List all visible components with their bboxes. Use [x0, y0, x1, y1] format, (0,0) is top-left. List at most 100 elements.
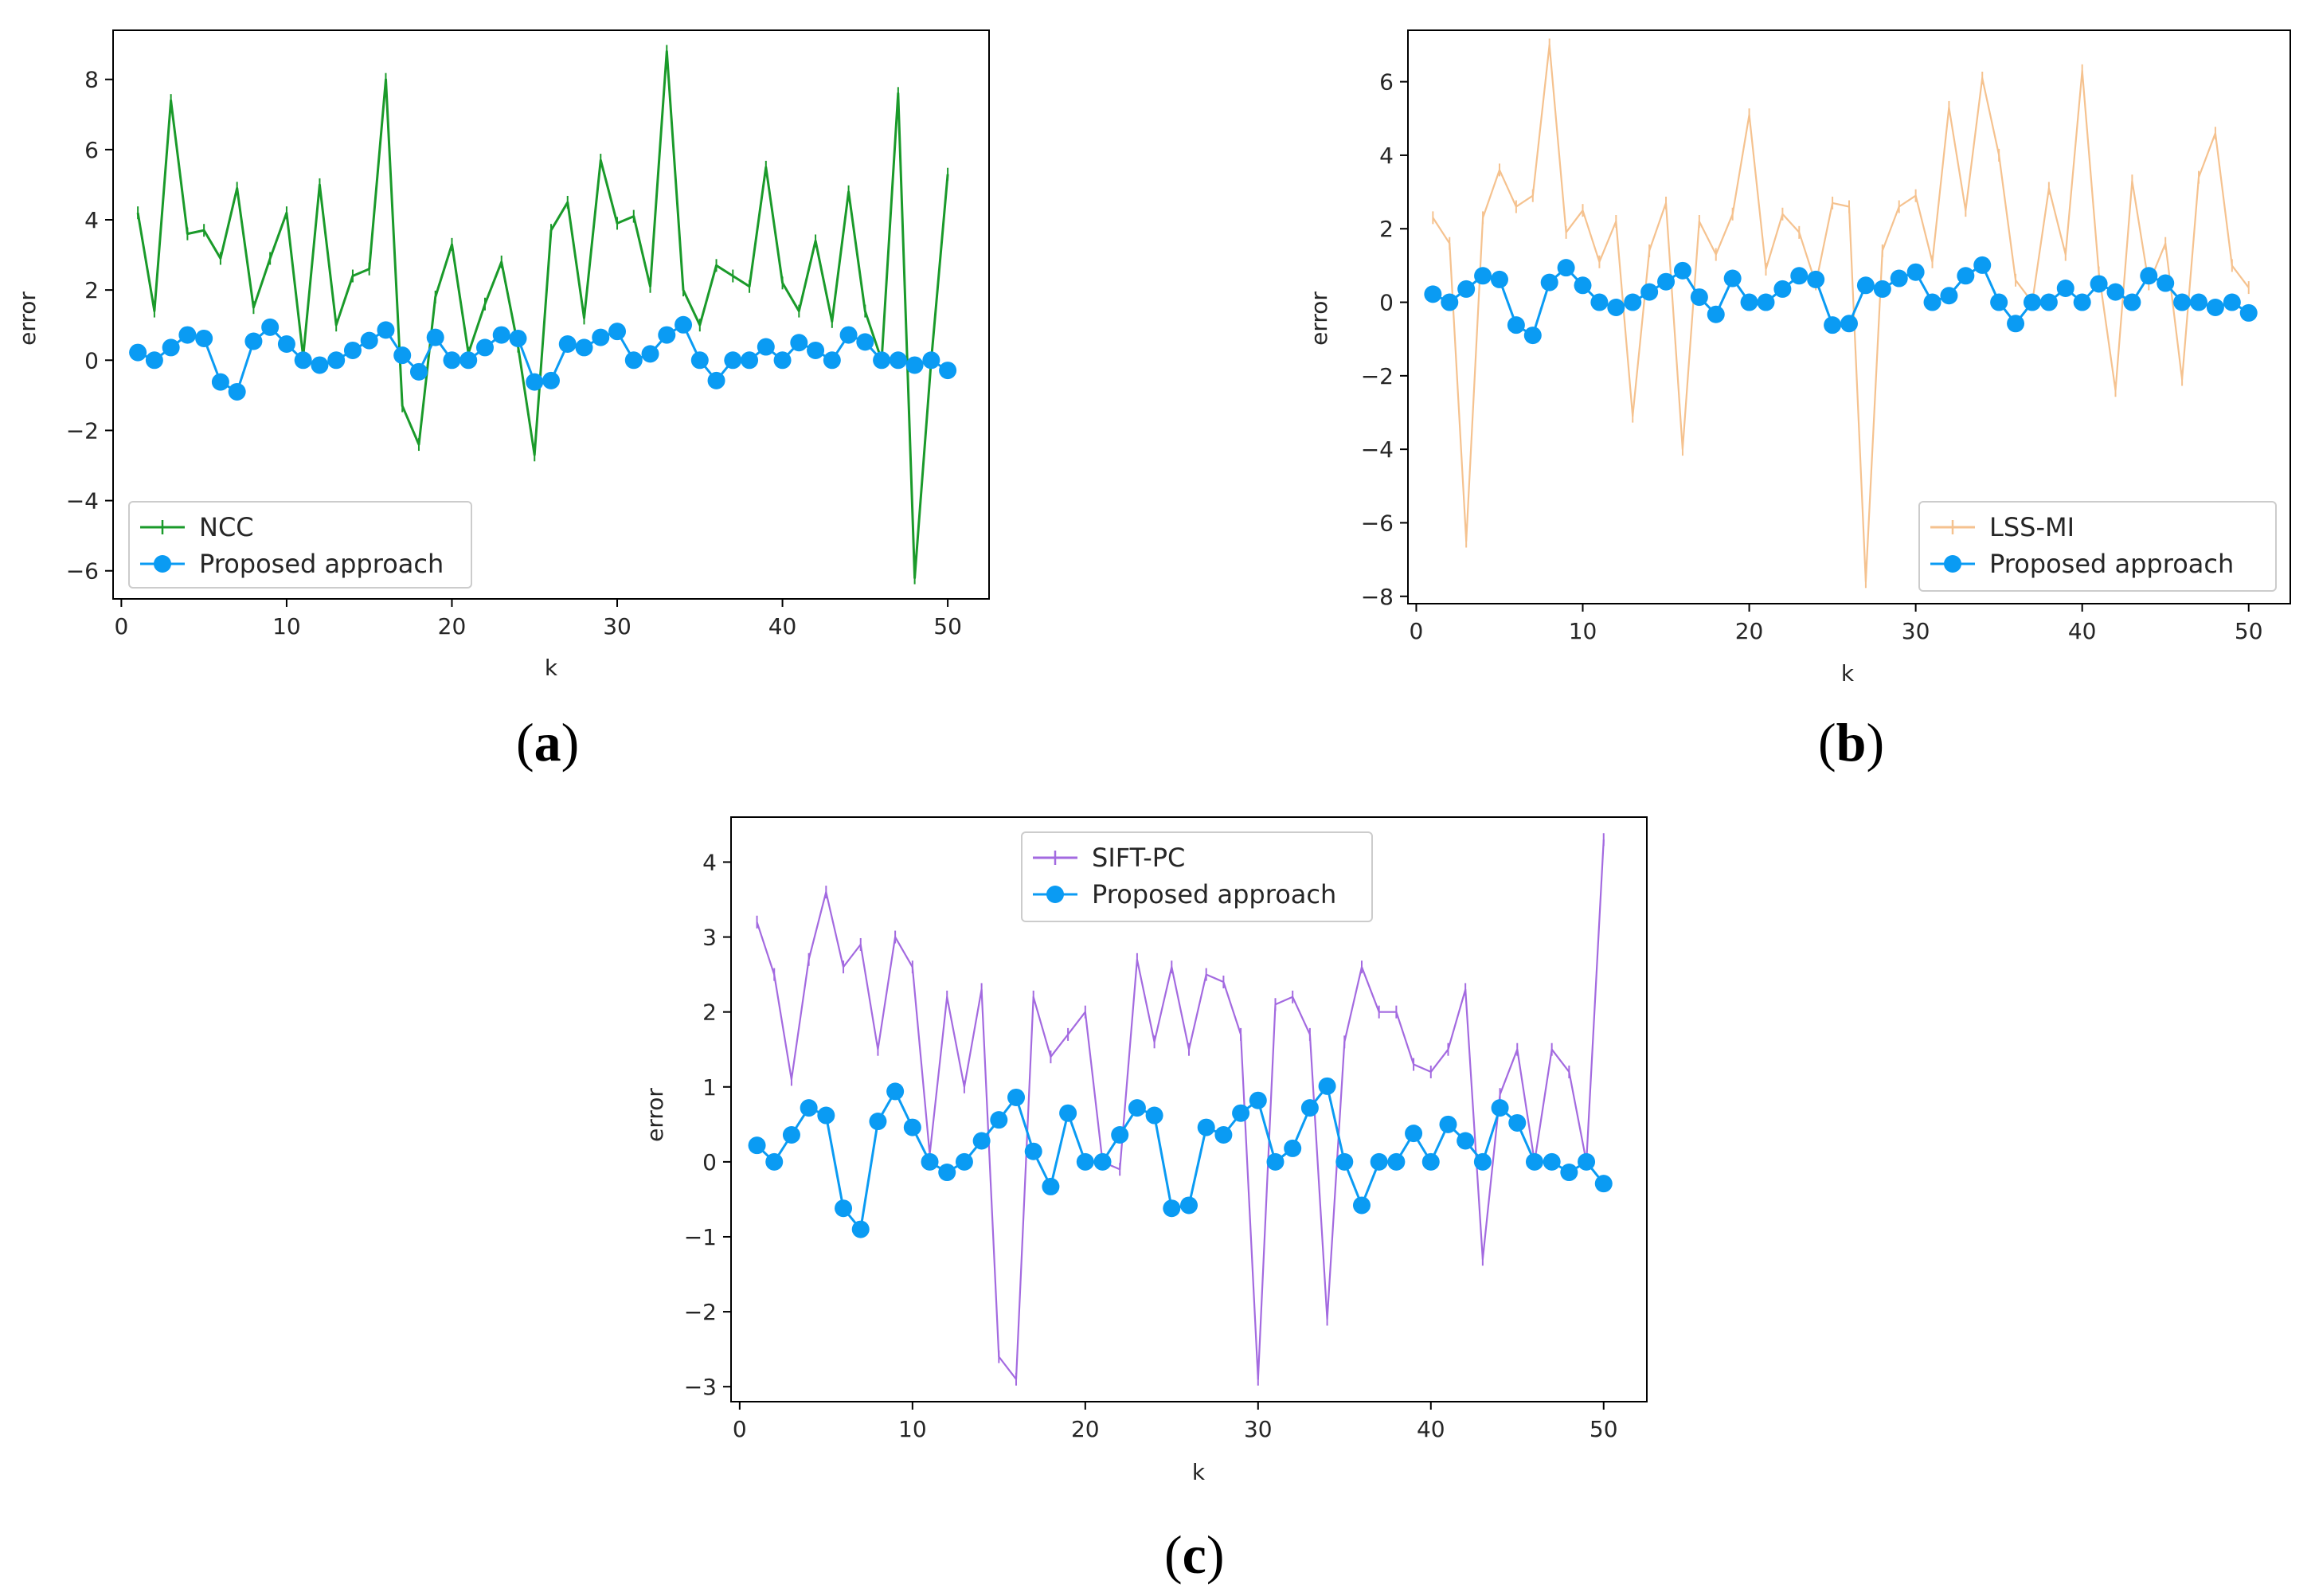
panel-label: (b) [1818, 712, 1884, 773]
data-point [1145, 1106, 1163, 1125]
panel-label-letter: c [1183, 1524, 1206, 1585]
data-point [1300, 1099, 1319, 1117]
y-tick-label: 0 [84, 347, 99, 374]
data-point [409, 362, 428, 381]
data-point [1690, 288, 1708, 307]
data-point [757, 338, 775, 356]
data-point [1387, 1152, 1406, 1171]
data-point [575, 338, 593, 357]
data-point [955, 1152, 973, 1171]
data-point [886, 1082, 905, 1101]
data-point [228, 382, 246, 401]
data-point [475, 338, 494, 357]
x-tick-label: 0 [114, 613, 128, 640]
data-point [1441, 293, 1459, 311]
panel-label: (a) [516, 712, 579, 773]
data-point [938, 1164, 956, 1182]
y-tick-label: −2 [684, 1299, 717, 1325]
data-point [817, 1106, 835, 1125]
data-point [1560, 1164, 1578, 1182]
data-point [1890, 269, 1908, 288]
data-point [1370, 1152, 1388, 1171]
x-tick-label: 50 [2235, 618, 2263, 644]
legend-box [1021, 831, 1373, 922]
panel-label-letter: b [1836, 712, 1867, 773]
x-tick-label: 20 [438, 613, 467, 640]
data-point [1906, 263, 1925, 281]
data-point [972, 1132, 991, 1150]
data-point [2223, 293, 2241, 311]
data-point [922, 351, 940, 370]
data-point [1590, 293, 1609, 311]
chart-b: 0 10 20 30 40 50 −8 −6 −4 −2 0 2 4 6 k error LSS-MI Propo… [1306, 29, 2291, 687]
data-point [1657, 272, 1676, 291]
chart-c: 0 10 20 30 40 50 −3 −2 −1 0 1 2 3 4 k error SIFT-PC Propo… [642, 816, 1648, 1485]
data-point [2056, 280, 2074, 297]
data-point [1335, 1152, 1354, 1171]
x-tick-label: 50 [933, 613, 962, 640]
legend-box [128, 501, 472, 589]
data-point [889, 351, 907, 370]
legend-swatch-marker [154, 555, 171, 573]
data-point [1557, 259, 1575, 277]
data-point [2140, 267, 2158, 285]
data-point [608, 323, 627, 341]
y-tick-label: 6 [1379, 69, 1394, 96]
data-point [839, 326, 858, 344]
x-axis-label: k [545, 655, 558, 681]
y-tick-label: 3 [702, 925, 717, 951]
data-point [1757, 293, 1775, 311]
data-point [1807, 270, 1825, 288]
data-point [426, 328, 444, 346]
data-point [1507, 316, 1525, 334]
data-point [1439, 1115, 1457, 1133]
x-tick-label: 10 [1569, 618, 1597, 644]
legend-label: Proposed approach [199, 549, 444, 579]
x-tick-label: 30 [603, 613, 632, 640]
y-tick-label: −2 [1361, 363, 1394, 389]
data-point [2239, 303, 2258, 322]
data-point [624, 351, 643, 370]
data-point [773, 351, 792, 370]
data-point [443, 351, 461, 370]
y-tick-label: −4 [1361, 436, 1394, 463]
x-tick-label: 0 [1410, 618, 1424, 644]
data-point [178, 326, 197, 344]
data-point [211, 373, 229, 391]
data-point [741, 351, 759, 370]
data-point [765, 1152, 784, 1171]
data-point [851, 1220, 870, 1238]
data-point [1540, 273, 1558, 291]
data-point [1457, 280, 1476, 298]
y-tick-label: 4 [1379, 143, 1394, 169]
y-tick-label: 6 [84, 137, 99, 163]
panel-label-close: ) [1206, 1524, 1225, 1585]
x-tick-label: 40 [768, 613, 797, 640]
data-point [1525, 1152, 1543, 1171]
panel-label-close: ) [1866, 712, 1884, 773]
data-point [1042, 1177, 1060, 1195]
data-point [905, 356, 924, 374]
data-point [1180, 1196, 1198, 1215]
panel-label-open: ( [1818, 712, 1836, 773]
series-proposed [129, 315, 957, 401]
data-point [690, 351, 709, 370]
data-point [311, 356, 329, 374]
data-point [1421, 1152, 1440, 1171]
data-point [707, 371, 725, 389]
data-point [807, 341, 825, 359]
data-point [1824, 316, 1842, 334]
legend-box [1918, 501, 2277, 592]
data-point [2190, 293, 2208, 311]
legend-swatch-marker [1046, 886, 1064, 903]
panel-label-close: ) [561, 712, 580, 773]
data-point [459, 351, 478, 370]
data-point [1856, 276, 1875, 295]
data-point [1076, 1152, 1094, 1171]
data-point [1594, 1175, 1613, 1193]
data-point [641, 345, 659, 363]
data-point [1523, 327, 1542, 345]
x-tick-label: 40 [2068, 618, 2097, 644]
legend-label: Proposed approach [1989, 549, 2234, 579]
